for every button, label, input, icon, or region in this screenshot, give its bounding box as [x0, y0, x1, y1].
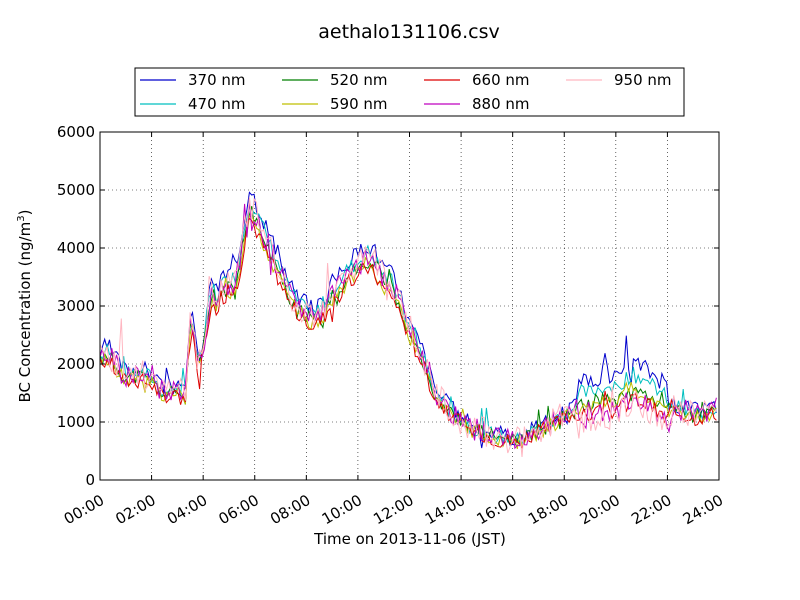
x-tick-label: 12:00 [370, 491, 416, 528]
series-line [99, 191, 717, 449]
y-tick-label: 0 [85, 471, 95, 489]
x-axis: 00:00 02:00 04:00 06:00 08:00 10:00 12:00 14:00… [61, 132, 726, 528]
legend-label: 470 nm [188, 95, 246, 113]
chart-title: aethalo131106.csv [318, 21, 500, 43]
series-line [99, 217, 717, 449]
legend-label: 880 nm [472, 95, 530, 113]
legend-label: 520 nm [330, 71, 388, 89]
legend-label: 950 nm [614, 71, 672, 89]
y-tick-label: 5000 [57, 181, 95, 199]
x-tick-label: 06:00 [216, 491, 262, 528]
x-tick-label: 00:00 [61, 491, 107, 528]
x-tick-label: 22:00 [628, 491, 674, 528]
x-tick-label: 18:00 [525, 491, 571, 528]
y-tick-label: 6000 [57, 123, 95, 141]
x-tick-label: 02:00 [112, 491, 158, 528]
x-tick-label: 14:00 [422, 491, 468, 528]
x-tick-label: 20:00 [577, 491, 623, 528]
x-tick-label: 08:00 [267, 491, 313, 528]
series-line [99, 204, 717, 445]
y-axis-label-end: ) [16, 210, 34, 216]
legend-label: 370 nm [188, 71, 246, 89]
y-axis-label-main: BC Concentration (ng/m [16, 222, 34, 403]
y-tick-label: 2000 [57, 355, 95, 373]
y-axis-label: BC Concentration (ng/m3) [16, 210, 34, 403]
y-tick-label: 1000 [57, 413, 95, 431]
legend-label: 590 nm [330, 95, 388, 113]
x-axis-label: Time on 2013-11-06 (JST) [313, 530, 506, 548]
grid [100, 132, 719, 480]
legend: 370 nm 470 nm 520 nm 590 nm 660 nm 880 nm 950 … [134, 67, 685, 117]
x-tick-label: 16:00 [473, 491, 519, 528]
legend-label: 660 nm [472, 71, 530, 89]
legend-box [134, 67, 685, 117]
y-axis: 0 1000 2000 3000 4000 5000 6000 [57, 123, 719, 489]
y-axis-label-sup: 3 [16, 215, 27, 221]
x-tick-label: 04:00 [164, 491, 210, 528]
y-tick-label: 4000 [57, 239, 95, 257]
x-tick-label: 24:00 [680, 491, 726, 528]
y-tick-label: 3000 [57, 297, 95, 315]
x-tick-label: 10:00 [319, 491, 365, 528]
series-group [99, 191, 717, 458]
series-line [99, 197, 717, 458]
